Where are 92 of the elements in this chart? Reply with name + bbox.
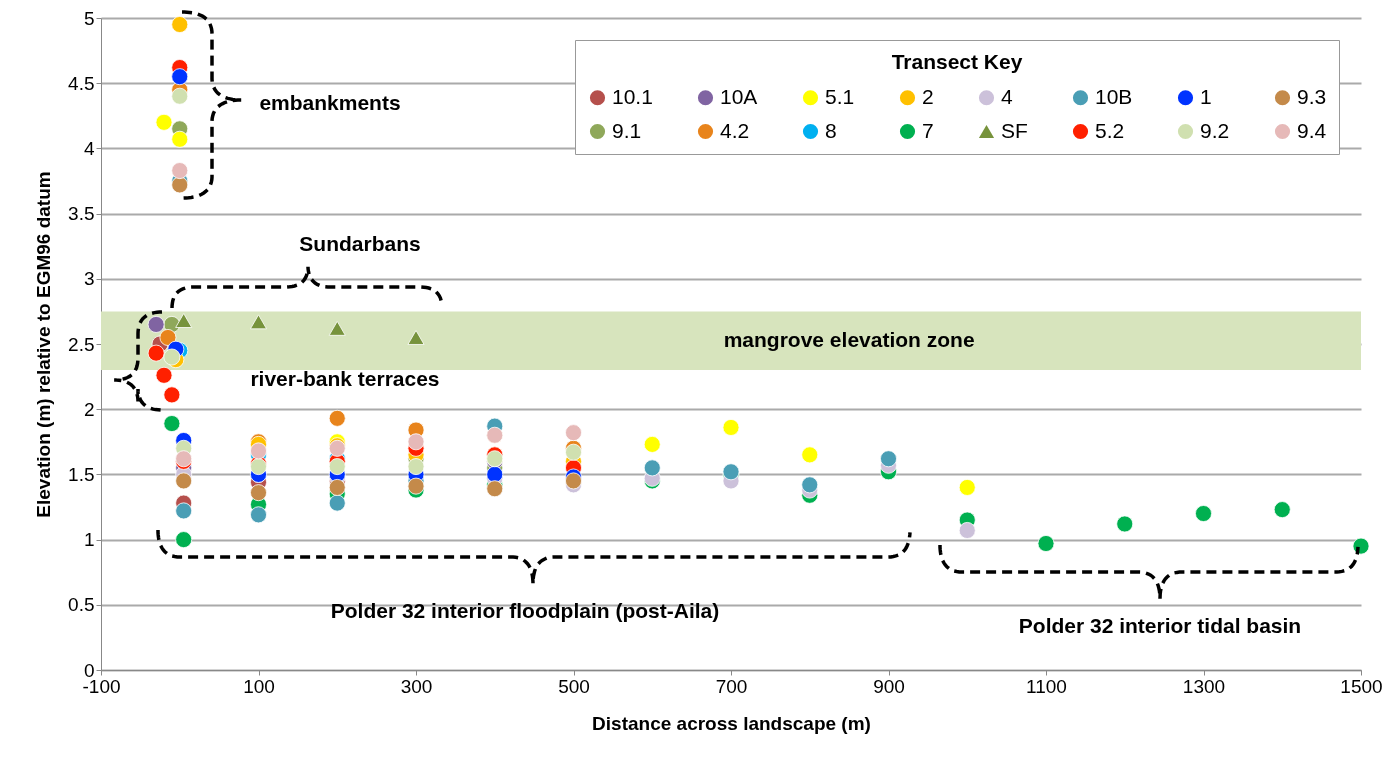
y-tick-label: 0 bbox=[83, 659, 95, 681]
point bbox=[407, 433, 425, 451]
point bbox=[171, 162, 189, 180]
legend-label: SF bbox=[1001, 118, 1028, 142]
point bbox=[175, 313, 193, 328]
legend-label: 9.4 bbox=[1297, 118, 1327, 142]
legend-label: 9.2 bbox=[1200, 118, 1230, 142]
point bbox=[250, 442, 267, 460]
legend-label: 10B bbox=[1095, 84, 1133, 108]
annotation: Polder 32 interior tidal basin bbox=[1018, 614, 1302, 637]
legend-label: 9.3 bbox=[1297, 84, 1327, 108]
annotation: Polder 32 interior floodplain (post-Aila) bbox=[330, 599, 720, 622]
legend-label: 4.2 bbox=[720, 118, 750, 142]
legend-title: Transect Key bbox=[891, 50, 1023, 73]
x-tick-label: 300 bbox=[400, 675, 433, 697]
point bbox=[147, 315, 165, 333]
y-tick-label: 4.5 bbox=[68, 72, 95, 94]
point bbox=[171, 68, 189, 86]
legend-label: 4 bbox=[1001, 84, 1013, 108]
point bbox=[407, 330, 425, 345]
point bbox=[328, 458, 346, 476]
point bbox=[1195, 505, 1212, 522]
annotation: Sundarbans bbox=[299, 232, 421, 255]
point bbox=[958, 522, 976, 539]
legend-label: 9.1 bbox=[612, 118, 642, 142]
point bbox=[722, 419, 740, 436]
point bbox=[643, 435, 661, 453]
y-tick-label: 3.5 bbox=[68, 203, 95, 225]
legend-label: 7 bbox=[922, 118, 934, 142]
y-tick-label: 1.5 bbox=[68, 463, 95, 485]
point bbox=[1037, 535, 1055, 552]
point bbox=[643, 459, 661, 477]
point bbox=[155, 113, 173, 131]
legend-label: 5.1 bbox=[825, 84, 855, 108]
legend-label: 5.2 bbox=[1095, 118, 1125, 142]
point bbox=[407, 458, 425, 476]
y-tick-label: 1 bbox=[83, 529, 95, 551]
legend-label: 8 bbox=[825, 118, 837, 142]
point bbox=[486, 465, 504, 483]
point bbox=[171, 87, 189, 105]
point bbox=[171, 130, 189, 148]
point bbox=[147, 344, 165, 362]
x-tick-label: 1500 bbox=[1340, 675, 1383, 697]
point bbox=[163, 386, 181, 404]
point bbox=[155, 366, 173, 384]
point bbox=[328, 320, 346, 336]
y-tick-label: 0.5 bbox=[68, 594, 95, 616]
x-axis-title: Distance across landscape (m) bbox=[592, 712, 871, 734]
point bbox=[801, 446, 819, 464]
y-axis-title: Elevation (m) relative to EGM96 datum bbox=[33, 171, 55, 518]
point bbox=[171, 176, 189, 194]
x-tick-label: 1100 bbox=[1026, 675, 1067, 697]
point bbox=[486, 480, 504, 498]
point bbox=[328, 409, 346, 427]
point bbox=[407, 477, 425, 495]
legend-label: 2 bbox=[922, 84, 934, 108]
point bbox=[565, 424, 582, 442]
point bbox=[328, 478, 346, 496]
y-tick-label: 3 bbox=[83, 268, 95, 290]
legend-label: 10.1 bbox=[612, 84, 653, 108]
point bbox=[1273, 501, 1291, 519]
y-tick-label: 2 bbox=[83, 398, 95, 420]
band-label: mangrove elevation zone bbox=[723, 327, 975, 351]
point bbox=[565, 472, 582, 490]
legend-label: 1 bbox=[1200, 84, 1212, 108]
point bbox=[250, 484, 267, 502]
point bbox=[159, 329, 177, 346]
point bbox=[328, 494, 346, 512]
x-tick-label: 700 bbox=[715, 675, 748, 697]
point bbox=[250, 506, 267, 524]
point bbox=[175, 531, 193, 549]
point bbox=[958, 478, 976, 496]
x-tick-label: 1300 bbox=[1182, 675, 1226, 697]
point bbox=[565, 443, 582, 461]
point bbox=[175, 472, 193, 490]
point bbox=[163, 415, 181, 432]
point bbox=[163, 348, 181, 366]
y-tick-label: 4 bbox=[83, 137, 95, 159]
annotation: river-bank terraces bbox=[250, 367, 440, 390]
point bbox=[175, 502, 193, 520]
x-tick-label: 500 bbox=[558, 675, 590, 697]
x-tick-label: 900 bbox=[873, 675, 905, 697]
point bbox=[801, 476, 819, 494]
point bbox=[171, 16, 189, 33]
point bbox=[1116, 515, 1134, 533]
y-tick-label: 5 bbox=[83, 7, 95, 29]
point bbox=[250, 314, 267, 330]
point bbox=[880, 450, 897, 468]
y-tick-label: 2.5 bbox=[68, 333, 95, 355]
x-tick-label: 100 bbox=[243, 675, 275, 697]
annotation: embankments bbox=[259, 91, 401, 114]
legend-label: 10A bbox=[720, 84, 758, 108]
